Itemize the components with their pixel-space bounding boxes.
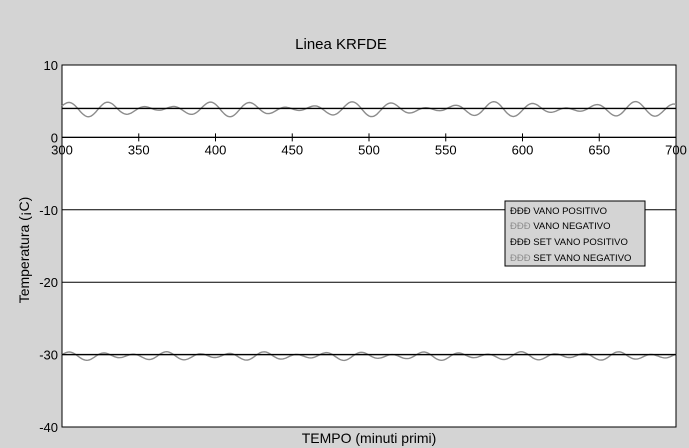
x-tick-label: 500 bbox=[358, 142, 380, 157]
data-series bbox=[61, 100, 677, 362]
legend-label: SET VANO POSITIVO bbox=[533, 237, 628, 248]
y-tick-label: -10 bbox=[39, 203, 58, 218]
series-vano-positivo bbox=[61, 100, 677, 118]
x-axis-label: TEMPO (minuti primi) bbox=[302, 430, 437, 446]
legend-marker: ÐÐÐ bbox=[510, 206, 531, 217]
legend-marker: ÐÐÐ bbox=[510, 253, 531, 264]
y-axis-label: Temperatura (¡C) bbox=[16, 197, 32, 304]
x-tick-label: 700 bbox=[665, 142, 687, 157]
y-tick-label: 0 bbox=[51, 130, 58, 145]
svg-text:ÐÐÐ VANO POSITIVO: ÐÐÐ VANO POSITIVO bbox=[510, 206, 607, 217]
legend-item-vano-negativo: ÐÐÐ VANO NEGATIVO bbox=[510, 221, 610, 232]
legend-item-set-vano-negativo: ÐÐÐ SET VANO NEGATIVO bbox=[510, 253, 631, 264]
x-tick-label: 300 bbox=[51, 142, 73, 157]
x-tick-labels: 300 350 400 450 500 550 600 650 700 bbox=[51, 142, 687, 157]
legend-marker: ÐÐÐ bbox=[510, 237, 531, 248]
y-tick-label: -30 bbox=[39, 348, 58, 363]
x-tick-label: 650 bbox=[588, 142, 610, 157]
legend-label: VANO POSITIVO bbox=[533, 206, 607, 217]
x-tick-label: 450 bbox=[281, 142, 303, 157]
legend-box bbox=[504, 200, 646, 267]
x-tick-label: 350 bbox=[128, 142, 150, 157]
legend: ÐÐÐ VANO POSITIVO ÐÐÐ VANO NEGATIVO ÐÐÐ … bbox=[504, 200, 646, 267]
y-tick-label: 10 bbox=[44, 58, 58, 73]
y-tick-labels: 10 0 -10 -20 -30 -40 bbox=[39, 58, 58, 435]
legend-marker: ÐÐÐ bbox=[510, 221, 531, 232]
legend-item-vano-positivo: ÐÐÐ VANO POSITIVO bbox=[510, 206, 607, 217]
legend-label: VANO NEGATIVO bbox=[533, 221, 610, 232]
x-tick-label: 600 bbox=[512, 142, 534, 157]
legend-label: SET VANO NEGATIVO bbox=[533, 253, 631, 264]
x-tick-label: 550 bbox=[435, 142, 457, 157]
svg-text:ÐÐÐ VANO NEGATIVO: ÐÐÐ VANO NEGATIVO bbox=[510, 221, 610, 232]
y-tick-label: -40 bbox=[39, 420, 58, 435]
legend-item-set-vano-positivo: ÐÐÐ SET VANO POSITIVO bbox=[510, 237, 628, 248]
x-tick-label: 400 bbox=[205, 142, 227, 157]
svg-text:ÐÐÐ SET VANO NEGATIVO: ÐÐÐ SET VANO NEGATIVO bbox=[510, 253, 631, 264]
chart-title: Linea KRFDE bbox=[295, 36, 387, 53]
x-axis bbox=[61, 133, 677, 142]
svg-text:ÐÐÐ SET VANO POSITIVO: ÐÐÐ SET VANO POSITIVO bbox=[510, 237, 628, 248]
y-tick-label: -20 bbox=[39, 275, 58, 290]
